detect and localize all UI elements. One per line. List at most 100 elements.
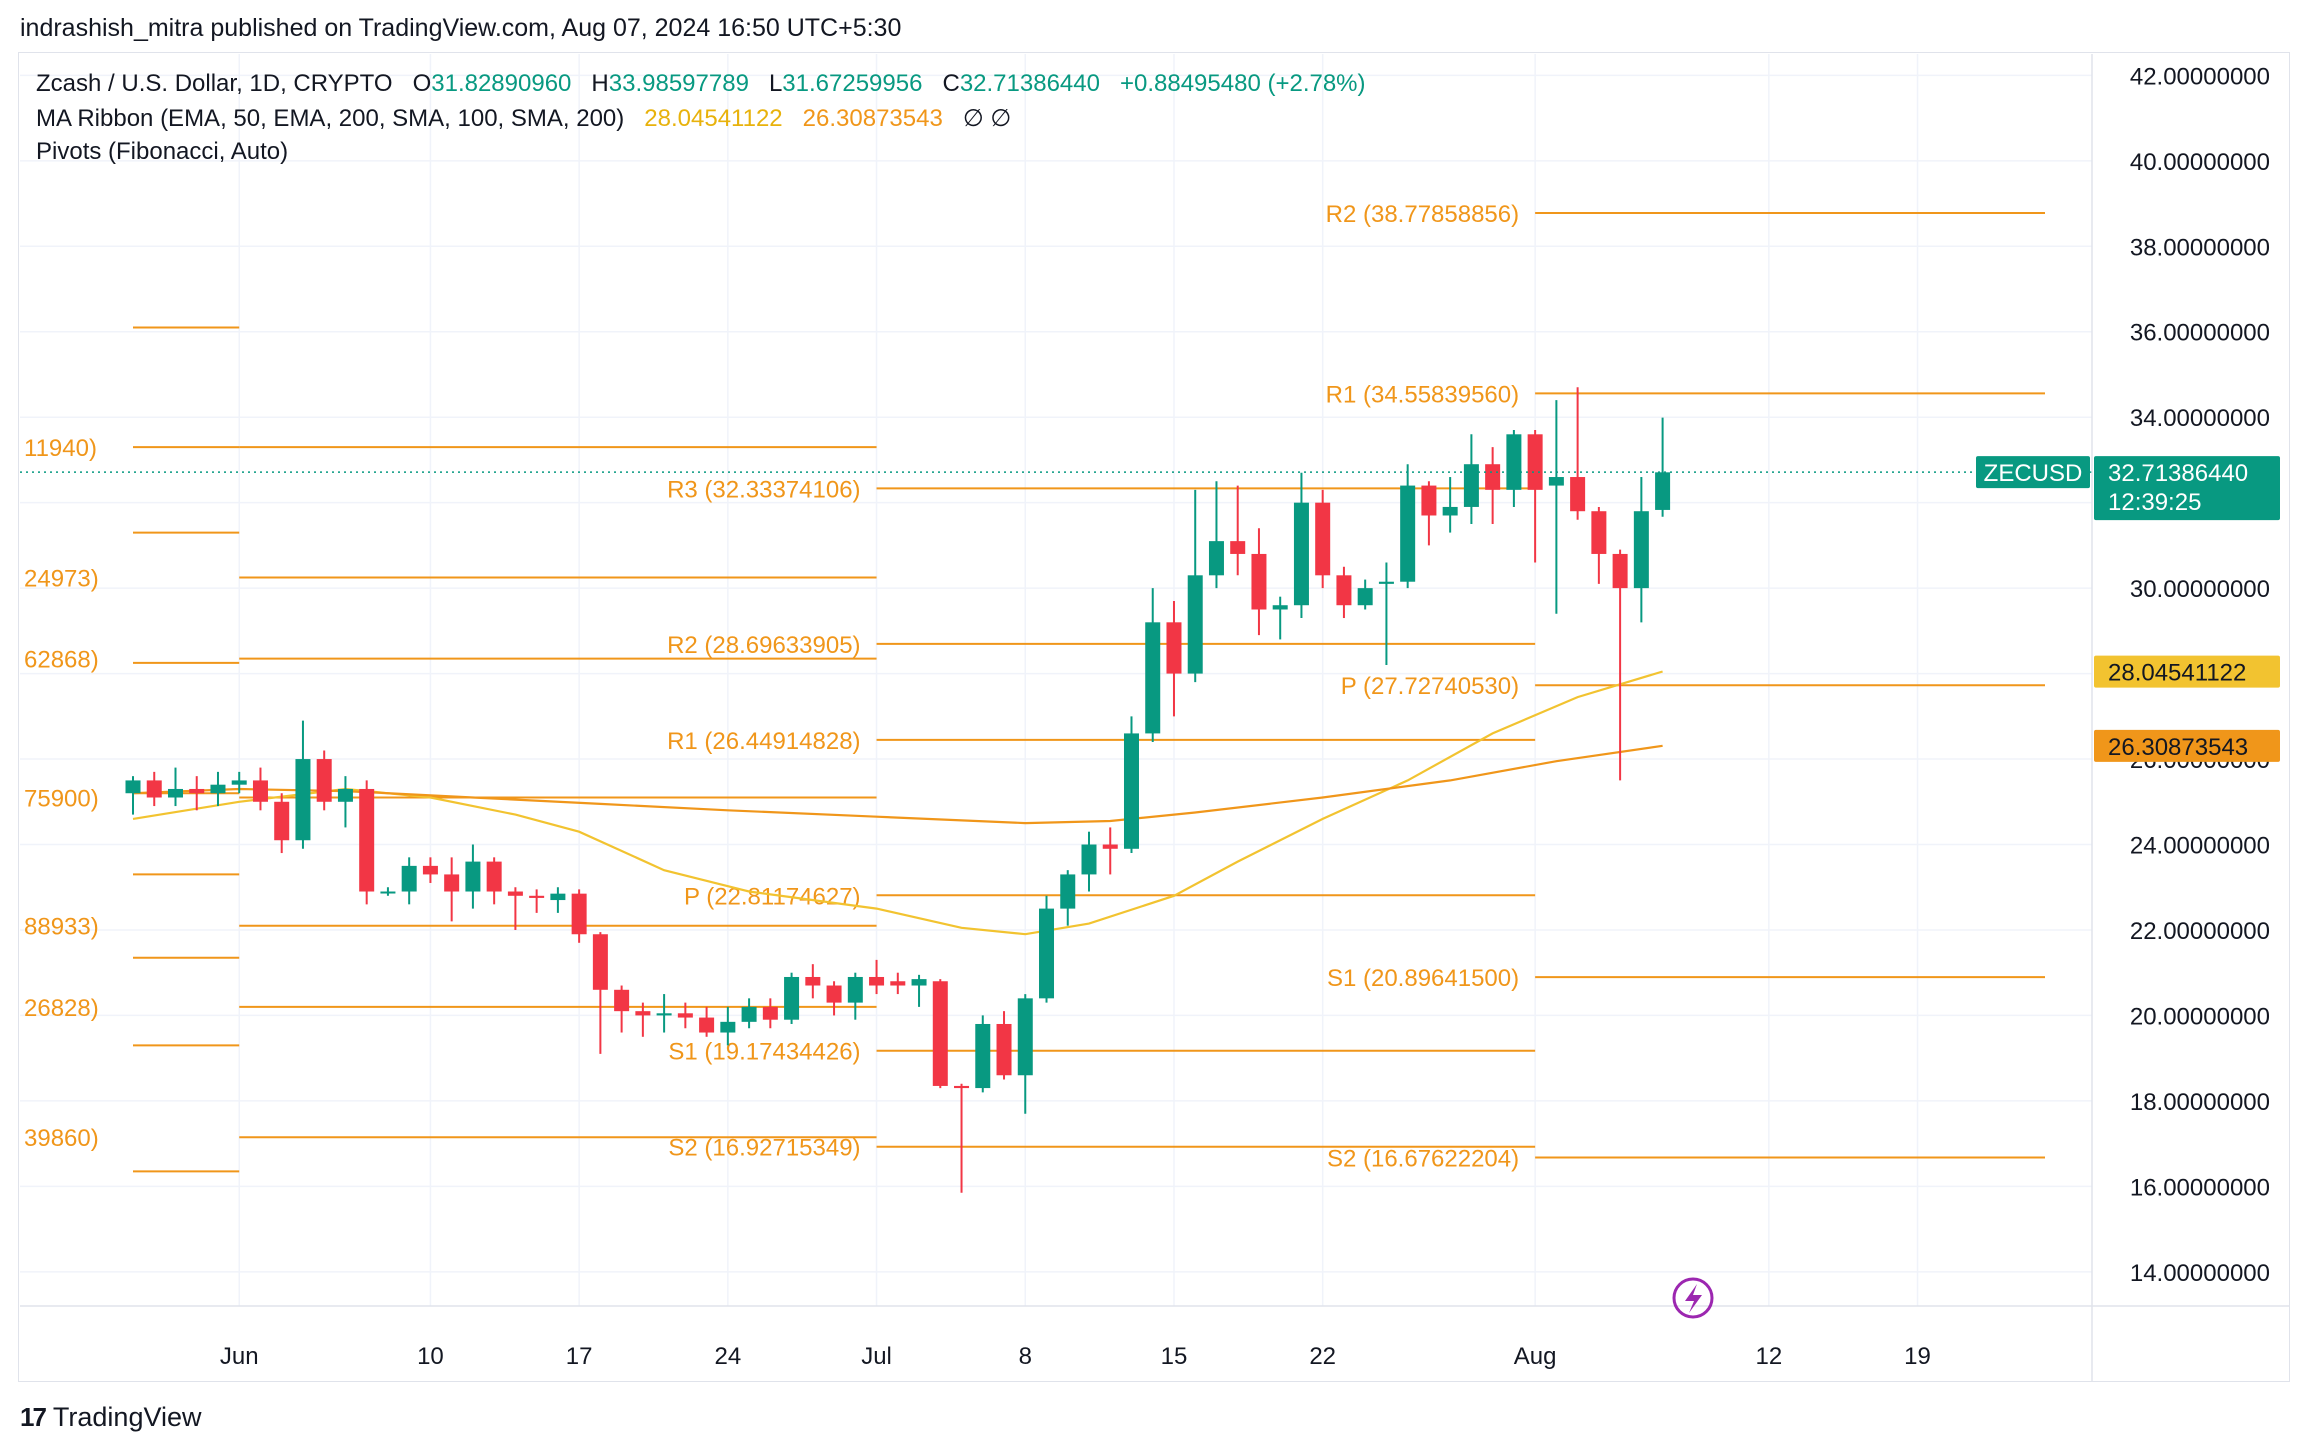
candle-body (1187, 575, 1203, 674)
legend-high-value: 33.98597789 (608, 70, 749, 97)
candle-body (784, 976, 800, 1020)
candle-body (1272, 605, 1288, 610)
lightning-icon[interactable] (1672, 1277, 1714, 1319)
candle-body (890, 981, 906, 986)
time-tick-label: 10 (417, 1343, 444, 1370)
pivot-label: R1 (34.55839560) (1326, 381, 1519, 408)
candle-body (1612, 553, 1628, 589)
legend-symbol-row[interactable]: Zcash / U.S. Dollar, 1D, CRYPTO O31.8289… (36, 70, 1366, 98)
price-tick-label: 20.00000000 (2130, 1003, 2270, 1030)
pivot-label: S1 (20.89641500) (1327, 965, 1519, 992)
legend-close-value: 32.71386440 (959, 70, 1100, 97)
legend-pivots-row[interactable]: Pivots (Fibonacci, Auto) (36, 138, 288, 166)
pivot-label: R3 (32.33374106) (667, 476, 860, 503)
candle-body (1102, 844, 1118, 849)
candle-body (1655, 472, 1671, 510)
candle-body (932, 981, 948, 1086)
candle-body (1081, 844, 1097, 875)
candle-body (1145, 622, 1161, 734)
countdown-tag: 12:39:25 (2108, 489, 2201, 516)
legend-symbol-title: Zcash / U.S. Dollar, 1D, CRYPTO (36, 70, 393, 97)
candle-body (1442, 506, 1458, 516)
candle-body (1591, 511, 1607, 554)
last-price-tag-bg (2094, 456, 2280, 521)
candle-body (507, 891, 523, 896)
legend-ma-row[interactable]: MA Ribbon (EMA, 50, EMA, 200, SMA, 100, … (36, 104, 1011, 133)
pivot-label: P (22.81174627) (684, 883, 861, 910)
legend-pivots-title: Pivots (Fibonacci, Auto) (36, 138, 289, 165)
candle-body (444, 874, 460, 892)
pivot-label: S2 (16.67622204) (1327, 1145, 1519, 1172)
price-tick-label: 24.00000000 (2130, 833, 2270, 860)
pivot-label: S2 (16.92715349) (668, 1135, 860, 1162)
footer[interactable]: 17 TradingView (20, 1402, 202, 1433)
legend-change: +0.88495480 (+2.78%) (1119, 70, 1366, 97)
candle-body (295, 759, 311, 841)
ma-price-tag: 28.04541122 (2108, 660, 2246, 687)
candle-body (720, 1021, 736, 1033)
price-tick-label: 42.00000000 (2130, 63, 2270, 90)
candle-body (614, 989, 630, 1012)
candle-body (1421, 485, 1437, 516)
price-tick-label: 40.00000000 (2130, 149, 2270, 176)
pivot-label: S1 (19.17434426) (668, 1039, 860, 1066)
price-tick-label: 36.00000000 (2130, 320, 2270, 347)
time-tick-label: 8 (1019, 1343, 1032, 1370)
price-tick-label: 16.00000000 (2130, 1174, 2270, 1201)
footer-brand: TradingView (52, 1402, 202, 1432)
legend-close-label: C (942, 70, 960, 97)
time-tick-label: 17 (566, 1343, 593, 1370)
candle-body (274, 801, 290, 841)
candle-body (337, 788, 353, 802)
price-tick-label: 22.00000000 (2130, 918, 2270, 945)
candle-body (1251, 553, 1267, 610)
candle-body (592, 934, 608, 990)
candle-body (125, 780, 141, 794)
symbol-tag-bg (1976, 456, 2090, 489)
symbol-tag: ZECUSD (1984, 460, 2083, 487)
ma-price-tag-bg (2094, 729, 2280, 762)
last-price-tag: 32.71386440 (2108, 460, 2248, 487)
price-tick-label: 30.00000000 (2130, 576, 2270, 603)
price-tick-label: 14.00000000 (2130, 1260, 2270, 1287)
candle-body (550, 893, 566, 901)
candle-body (1230, 541, 1246, 554)
candle-body (741, 1006, 757, 1022)
legend-high-label: H (591, 70, 609, 97)
candles (125, 387, 1671, 1193)
candle-body (422, 865, 438, 875)
pivot-label: R2 (28.69633905) (667, 632, 860, 659)
candle-body (656, 1013, 672, 1016)
candle-body (826, 985, 842, 1003)
chart-frame (18, 52, 2290, 1382)
legend-ma-na: ∅ ∅ (962, 105, 1012, 132)
legend-low-label: L (768, 70, 783, 97)
legend-ma-title: MA Ribbon (EMA, 50, EMA, 200, SMA, 100, … (36, 105, 625, 132)
candle-body (210, 784, 226, 794)
ema50-line (132, 670, 1663, 936)
candle-body (1570, 477, 1586, 512)
candle-body (1378, 581, 1394, 584)
candle-body (146, 780, 162, 798)
time-axis: Jun 10 17 24 Jul 8 15 22 Aug 12 19 (20, 1305, 2290, 1370)
candle-body (699, 1017, 715, 1033)
pivot-label-clipped: 26828) (24, 995, 99, 1022)
legend-ma-value-1: 28.04541122 (644, 105, 783, 132)
pivot-label: R2 (38.77858856) (1326, 201, 1519, 228)
candle-body (1527, 434, 1543, 490)
candle-body (1060, 874, 1076, 909)
pivot-label: P (27.72740530) (1341, 673, 1519, 700)
candle-body (805, 976, 821, 986)
candle-body (1633, 511, 1649, 589)
publish-line: indrashish_mitra published on TradingVie… (20, 14, 902, 42)
candle-body (1315, 502, 1331, 576)
candle-body (677, 1013, 693, 1018)
candle-body (996, 1023, 1012, 1076)
price-tick-label: 34.00000000 (2130, 405, 2270, 432)
pivot-label-clipped: 75900) (24, 786, 99, 813)
time-tick-label: 22 (1309, 1343, 1336, 1370)
candle-body (1400, 485, 1416, 582)
candle-body (847, 976, 863, 1003)
